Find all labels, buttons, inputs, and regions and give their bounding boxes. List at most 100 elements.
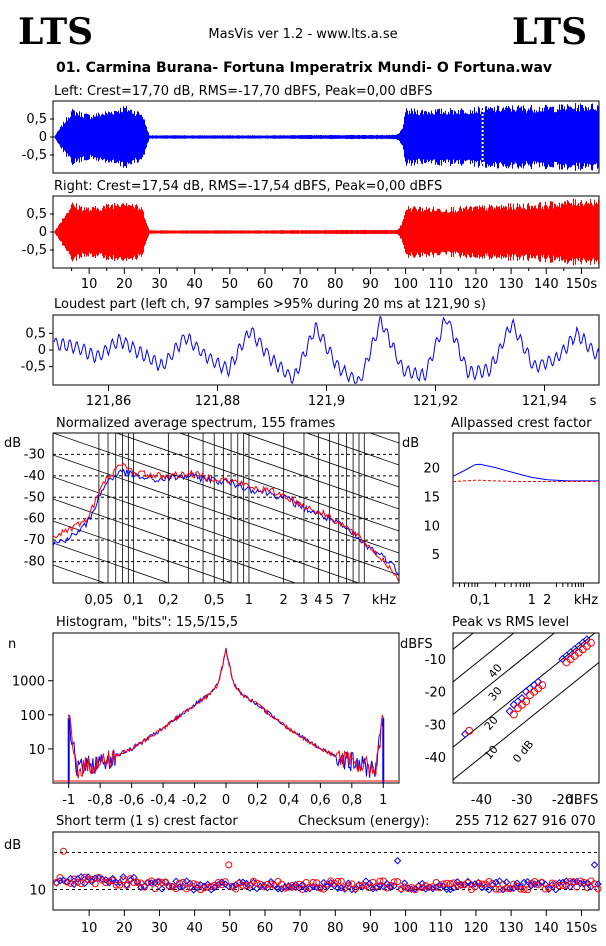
pvr-crest-line [453, 633, 556, 716]
stc-point-right [74, 878, 82, 886]
left-waveform-ytick-label: 0,5 [26, 112, 47, 127]
right-waveform-ytick-label: -0,5 [22, 243, 47, 258]
stc-point-right [116, 881, 124, 889]
spectrum-line-right [53, 462, 399, 583]
allpassed-ytick-label: 20 [423, 462, 440, 477]
stc-point-right [344, 882, 352, 890]
allpassed-xtick-label: 2 [543, 593, 551, 608]
spectrum-slope-line [53, 454, 399, 576]
loudest-part-line [53, 316, 600, 385]
pvr-point-left [460, 729, 470, 739]
stc-point-right [253, 879, 261, 887]
stc-point-right [404, 885, 412, 893]
stc-point-left [105, 879, 113, 887]
stc-point-right [460, 881, 468, 889]
histogram-xtick-label: -0,6 [119, 793, 144, 808]
stc-point-right [545, 884, 553, 892]
stc-point-left [583, 879, 592, 887]
stc-point-right [313, 879, 321, 887]
stc-point-right [527, 879, 535, 887]
app-title: MasVis ver 1.2 - www.lts.a.se [208, 27, 397, 42]
stc-point-left [116, 878, 124, 887]
stc-point-right [365, 884, 373, 892]
stc-point-left [130, 873, 138, 882]
stc-point-right [98, 876, 106, 884]
spectrum-xtick-label: 7 [342, 593, 350, 608]
time-axis: 10 20 30 40 50 60 70 80 90 100 110 120 130 140 150s [71, 268, 597, 292]
stc-point-right [179, 878, 187, 886]
stc-xtick-label: 80 [327, 921, 344, 936]
left-waveform-signal [54, 103, 599, 171]
stc-point-right [225, 861, 233, 869]
stc-point-right [355, 882, 363, 890]
stc-point-right [81, 873, 89, 881]
time-axis-tick-label: 110 [428, 277, 453, 292]
spectrum-line-left [53, 468, 399, 576]
stc-point-left [520, 878, 528, 887]
pvr-point-right [586, 638, 595, 647]
stc-xtick-label: 50 [222, 921, 239, 936]
stc-xtick-label: 60 [257, 921, 274, 936]
stc-point-right [555, 882, 563, 890]
allpassed-title: Allpassed crest factor [451, 416, 592, 431]
panel-histogram: Histogram, "bits": 15,5/15,5 n 100010010… [8, 615, 400, 808]
stc-point-left [337, 884, 346, 892]
spectrum-ytick-label: -40 [24, 469, 45, 484]
stc-point-left [109, 874, 117, 883]
stc-point-left [545, 885, 553, 893]
stc-point-right [334, 877, 342, 885]
time-axis-tick-label: 10 [81, 277, 98, 292]
stc-point-left [84, 873, 92, 881]
stc-point-right [496, 885, 504, 893]
pvr-crest-line [453, 661, 599, 781]
stc-ylabel: dB [4, 838, 21, 853]
spectrum-ytick-label: -80 [24, 555, 45, 570]
stc-point-left [172, 877, 180, 885]
stc-point-right [183, 885, 191, 893]
stc-point-left [587, 883, 595, 891]
stc-point-left [471, 880, 479, 888]
stc-point-right [390, 878, 398, 886]
stc-point-right [552, 880, 560, 888]
stc-point-left [330, 882, 338, 890]
stc-point-right [524, 886, 532, 894]
logo-right: LTS [512, 11, 587, 53]
stc-point-right [102, 879, 110, 887]
loudest-part-title: Loudest part (left ch, 97 samples >95% d… [54, 297, 486, 312]
right-waveform-plot: 0,5 0 -0,5 [22, 198, 599, 266]
histogram-xtick-label: -0,4 [150, 793, 175, 808]
stc-point-right [197, 886, 205, 894]
stc-point-right [341, 884, 349, 892]
pvr-xtick-label: -30 [511, 793, 532, 808]
pvr-diagonal-label: 40 [486, 661, 505, 680]
stc-point-right [67, 879, 75, 887]
stc-point-left [492, 878, 500, 886]
panel-allpassed-crest: Allpassed crest factor dB 20 15 10 5 0,1 1 2 kH… [402, 416, 600, 608]
histogram-xtick-label: 0,4 [279, 793, 300, 808]
stc-point-left [221, 880, 229, 888]
histogram-xtick-label: -1 [62, 793, 75, 808]
stc-point-right [288, 881, 296, 889]
stc-point-left [369, 884, 377, 893]
spectrum-xtick-label: 0,5 [204, 593, 225, 608]
stc-point-right [348, 880, 356, 888]
histogram-xtick-label: 0 [222, 793, 230, 808]
time-axis-tick-label: 40 [186, 277, 203, 292]
panel-peak-vs-rms: Peak vs RMS level dBFS 40 30 20 10 0 dB -10 -2… [400, 615, 600, 808]
stc-xtick-label: 20 [116, 921, 133, 936]
right-waveform-title: Right: Crest=17,54 dB, RMS=-17,54 dBFS, … [54, 179, 442, 194]
loudest-part-ytick-label: 0,5 [25, 326, 46, 341]
stc-point-right [172, 885, 180, 893]
stc-point-left [168, 882, 177, 890]
stc-point-right [408, 883, 416, 891]
allpassed-frame [452, 432, 600, 584]
stc-point-left [291, 880, 300, 889]
pvr-xunit: dBFS [566, 793, 599, 808]
spectrum-slope-line [178, 433, 399, 510]
stc-point-left [298, 881, 307, 889]
stc-point-left [499, 885, 507, 894]
right-waveform-ytick-label: 0 [39, 225, 47, 240]
spectrum-slope-line [115, 433, 399, 532]
stc-point-right [569, 878, 577, 886]
